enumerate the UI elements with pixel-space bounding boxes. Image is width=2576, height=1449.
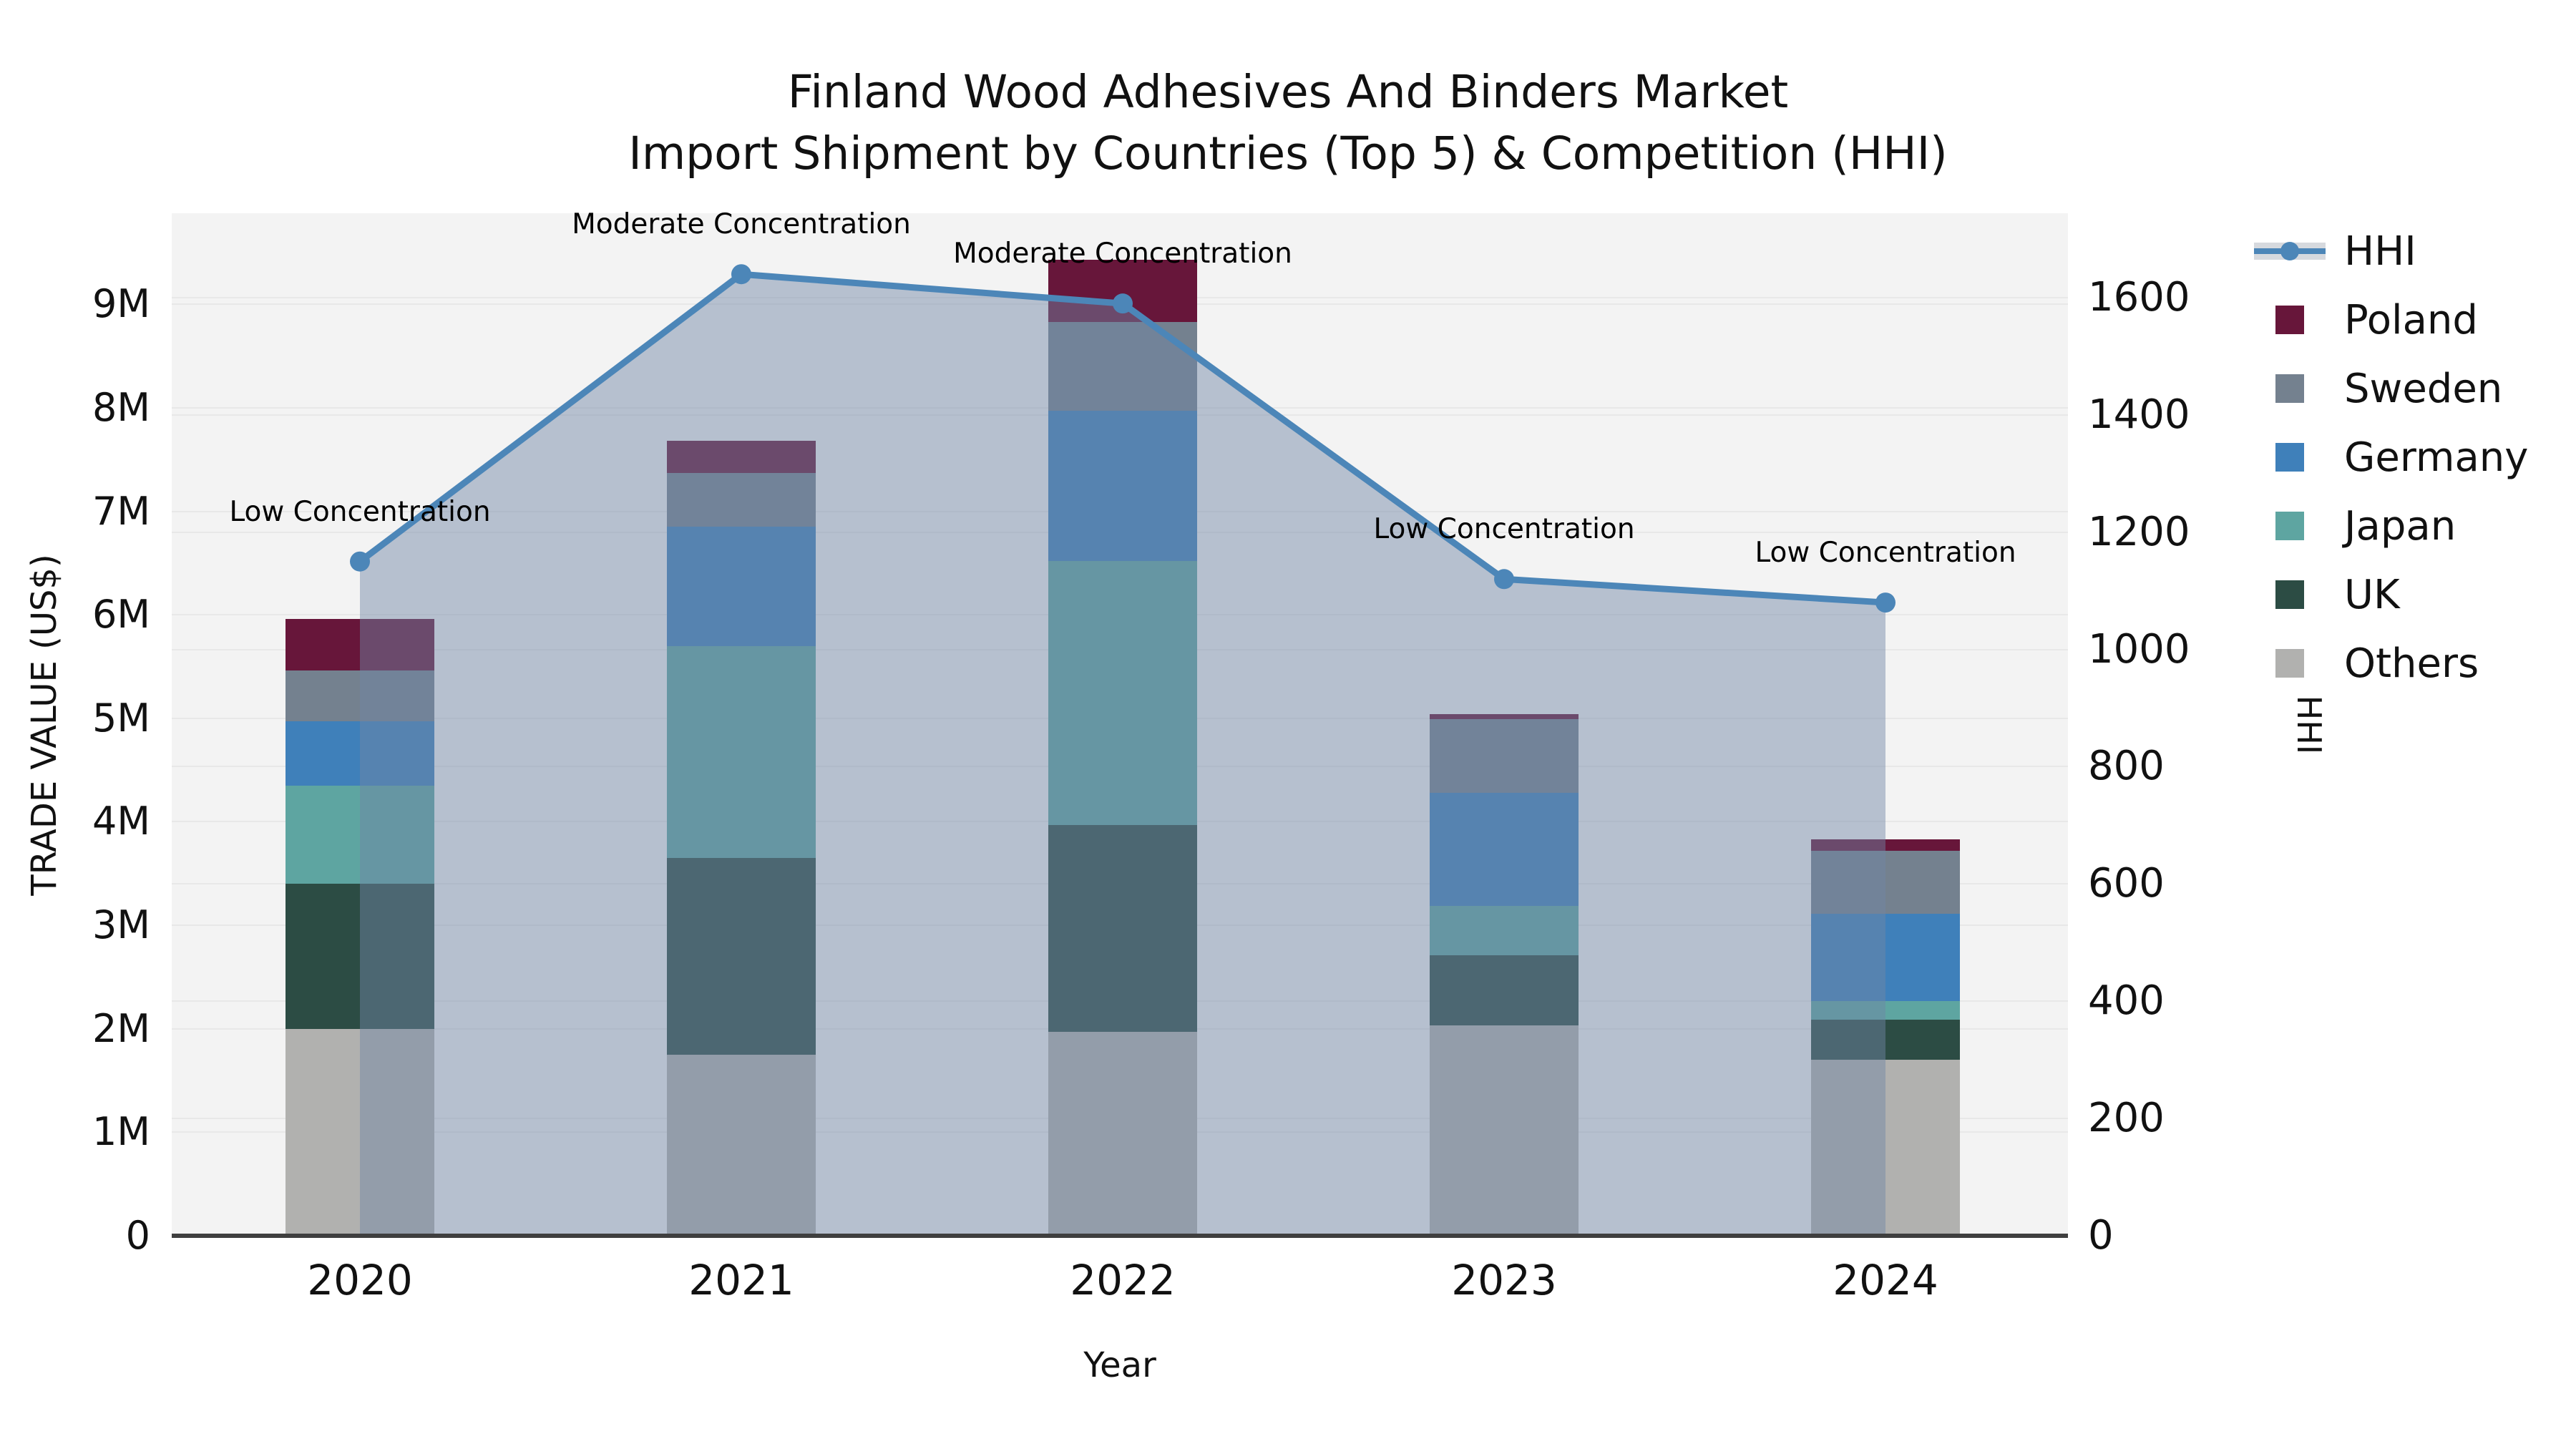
legend-label-poland: Poland xyxy=(2344,296,2478,343)
y-left-tick-6M: 6M xyxy=(92,592,150,638)
bar-2023-uk xyxy=(1430,955,1579,1026)
y-left-tick-0: 0 xyxy=(125,1213,150,1258)
bar-2023-others xyxy=(1430,1025,1579,1236)
bar-2020-poland xyxy=(286,618,434,671)
bar-2021-others xyxy=(667,1054,816,1236)
annotation-2021: Moderate Concentration xyxy=(572,208,911,241)
y-left-tick-5M: 5M xyxy=(92,695,150,741)
y-axis-left-label: TRADE VALUE (US$) xyxy=(24,553,64,896)
others-legend-sample xyxy=(2254,648,2326,679)
uk-legend-sample xyxy=(2254,579,2326,610)
legend-item-poland: Poland xyxy=(2254,296,2528,343)
bar-2022-japan xyxy=(1048,560,1197,825)
chart-title: Finland Wood Adhesives And Binders Marke… xyxy=(0,62,2576,185)
legend-item-hhi: HHI xyxy=(2254,228,2528,275)
y-left-tick-3M: 3M xyxy=(92,902,150,948)
bar-2020-sweden xyxy=(286,670,434,722)
x-tick-2023: 2023 xyxy=(1451,1256,1557,1304)
y-right-tick-600: 600 xyxy=(2088,860,2165,907)
bar-2023-poland xyxy=(1430,714,1579,720)
legend-label-others: Others xyxy=(2344,640,2479,687)
hhi-legend-sample xyxy=(2254,235,2326,267)
x-tick-2021: 2021 xyxy=(688,1256,794,1304)
legend-label-germany: Germany xyxy=(2344,434,2529,481)
bar-2024-japan xyxy=(1811,1000,1960,1020)
legend-label-uk: UK xyxy=(2344,571,2400,618)
bar-2023-germany xyxy=(1430,792,1579,906)
y-right-tick-0: 0 xyxy=(2088,1212,2114,1259)
bar-2020-others xyxy=(286,1028,434,1236)
bar-2020-uk xyxy=(286,884,434,1029)
bar-2022-others xyxy=(1048,1032,1197,1236)
y-axis-right-label: HHI xyxy=(2290,695,2328,754)
bar-2022-germany xyxy=(1048,411,1197,561)
bar-2023-sweden xyxy=(1430,719,1579,793)
legend-label-hhi: HHI xyxy=(2344,228,2416,275)
uk-color-swatch xyxy=(2275,580,2304,609)
bar-2024-poland xyxy=(1811,839,1960,851)
x-axis-label: Year xyxy=(1083,1345,1156,1385)
bar-2021-germany xyxy=(667,527,816,646)
legend-item-uk: UK xyxy=(2254,571,2528,618)
y-left-tick-7M: 7M xyxy=(92,488,150,534)
bar-2021-sweden xyxy=(667,473,816,527)
bar-2023-japan xyxy=(1430,905,1579,956)
y-left-tick-8M: 8M xyxy=(92,384,150,430)
legend-item-others: Others xyxy=(2254,640,2528,687)
bar-2024-uk xyxy=(1811,1019,1960,1060)
y-right-tick-1400: 1400 xyxy=(2088,391,2190,438)
bar-2020-germany xyxy=(286,721,434,786)
x-tick-2022: 2022 xyxy=(1070,1256,1176,1304)
bar-2022-sweden xyxy=(1048,321,1197,411)
x-tick-2024: 2024 xyxy=(1833,1256,1938,1304)
legend-label-sweden: Sweden xyxy=(2344,365,2503,412)
annotation-2024: Low Concentration xyxy=(1755,537,2016,570)
y-left-tick-4M: 4M xyxy=(92,799,150,844)
legend-item-sweden: Sweden xyxy=(2254,365,2528,412)
germany-legend-sample xyxy=(2254,441,2326,473)
y-right-tick-1600: 1600 xyxy=(2088,273,2190,321)
japan-color-swatch xyxy=(2275,512,2304,540)
chart-title-line2: Import Shipment by Countries (Top 5) & C… xyxy=(628,127,1948,180)
legend-item-japan: Japan xyxy=(2254,502,2528,550)
legend: HHI Poland Sweden Germany Japan UK Others xyxy=(2254,228,2528,708)
plot-area xyxy=(172,213,2068,1236)
bar-2021-japan xyxy=(667,645,816,859)
y-left-tick-2M: 2M xyxy=(92,1005,150,1051)
legend-item-germany: Germany xyxy=(2254,434,2528,481)
others-color-swatch xyxy=(2275,649,2304,678)
chart-title-line1: Finland Wood Adhesives And Binders Marke… xyxy=(787,66,1789,118)
japan-legend-sample xyxy=(2254,510,2326,542)
sweden-legend-sample xyxy=(2254,373,2326,404)
poland-legend-sample xyxy=(2254,304,2326,336)
poland-color-swatch xyxy=(2275,306,2304,334)
x-axis-line xyxy=(172,1234,2068,1238)
bar-2021-poland xyxy=(667,441,816,474)
y-left-tick-1M: 1M xyxy=(92,1109,150,1155)
annotation-2022: Moderate Concentration xyxy=(953,238,1292,270)
bar-2021-uk xyxy=(667,858,816,1055)
y-right-tick-1000: 1000 xyxy=(2088,625,2190,673)
x-tick-2020: 2020 xyxy=(307,1256,413,1304)
y-left-tick-9M: 9M xyxy=(92,281,150,327)
bar-2024-germany xyxy=(1811,914,1960,1001)
y-right-tick-400: 400 xyxy=(2088,977,2165,1025)
bar-2024-others xyxy=(1811,1060,1960,1236)
annotation-2023: Low Concentration xyxy=(1373,513,1635,546)
annotation-2020: Low Concentration xyxy=(229,495,491,528)
bar-2024-sweden xyxy=(1811,850,1960,914)
y-right-tick-200: 200 xyxy=(2088,1095,2165,1142)
legend-label-japan: Japan xyxy=(2344,502,2457,550)
bar-2020-japan xyxy=(286,785,434,884)
y-right-tick-1200: 1200 xyxy=(2088,508,2190,555)
sweden-color-swatch xyxy=(2275,374,2304,403)
y-right-tick-800: 800 xyxy=(2088,743,2165,790)
hhi-marker-legend-icon xyxy=(2280,242,2299,260)
bar-2022-uk xyxy=(1048,824,1197,1033)
germany-color-swatch xyxy=(2275,443,2304,472)
